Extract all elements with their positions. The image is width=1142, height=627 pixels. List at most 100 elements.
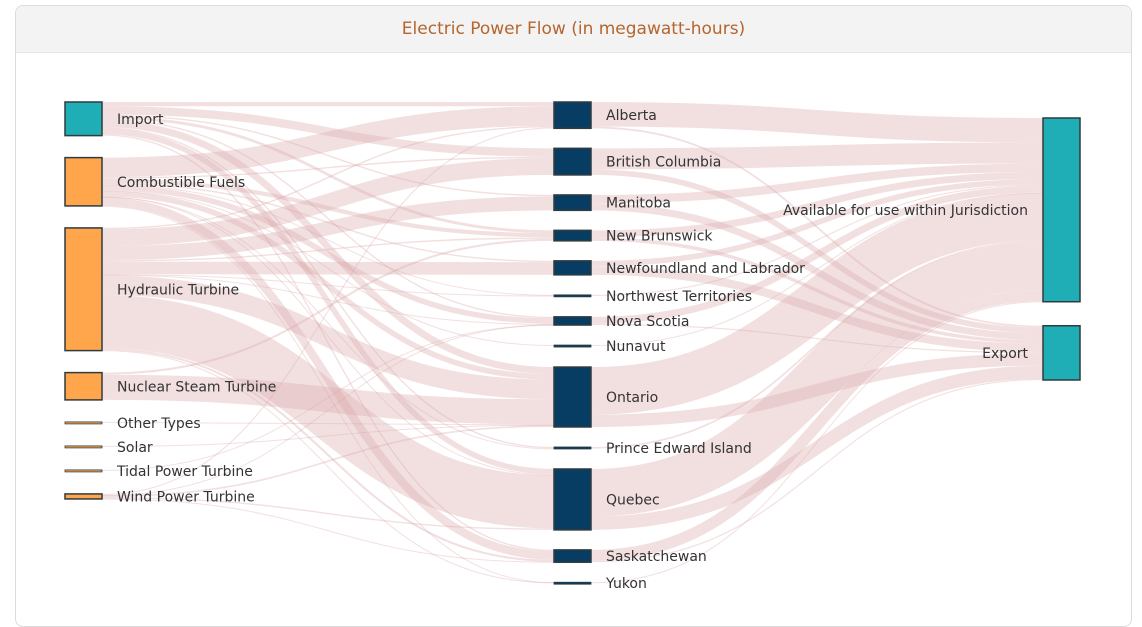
link-hydraulic-to-nwt <box>101 274 555 297</box>
label-solar: Solar <box>117 440 153 456</box>
label-pei: Prince Edward Island <box>606 441 752 457</box>
label-nunavut: Nunavut <box>606 339 666 355</box>
node-export[interactable] <box>1042 324 1081 381</box>
node-manitoba[interactable] <box>553 194 592 212</box>
link-nl-to-export <box>590 266 1044 353</box>
link-wind-to-ns <box>101 324 555 497</box>
node-wind[interactable] <box>64 493 103 500</box>
link-import-to-quebec <box>101 128 555 475</box>
label-manitoba: Manitoba <box>606 196 671 212</box>
link-hydraulic-to-ontario <box>101 275 555 400</box>
link-import-to-pei <box>101 127 555 449</box>
node-hydraulic[interactable] <box>64 227 103 352</box>
label-wind: Wind Power Turbine <box>117 489 255 505</box>
label-nb: New Brunswick <box>606 229 713 245</box>
node-sask[interactable] <box>553 549 592 563</box>
node-ns[interactable] <box>553 316 592 326</box>
link-hydraulic-to-nl <box>101 261 555 275</box>
node-import[interactable] <box>64 101 103 137</box>
label-alberta: Alberta <box>606 108 657 124</box>
links-layer <box>101 102 1044 584</box>
link-ns-to-export <box>590 323 1044 354</box>
link-solar-to-ontario <box>101 424 555 447</box>
link-combustible-to-nunavut <box>101 190 555 347</box>
link-tidal-to-ns <box>101 324 555 471</box>
label-ns: Nova Scotia <box>606 314 689 330</box>
label-ontario: Ontario <box>606 390 658 406</box>
label-import: Import <box>117 112 164 128</box>
link-combustible-to-yukon <box>101 205 555 584</box>
link-hydraulic-to-bc <box>101 158 555 247</box>
node-quebec[interactable] <box>553 468 592 531</box>
node-nunavut[interactable] <box>553 344 592 348</box>
label-other: Other Types <box>117 416 201 432</box>
link-nl-to-available <box>590 178 1044 267</box>
link-combustible-to-pei <box>101 196 555 450</box>
link-bc-to-export <box>590 169 1044 334</box>
node-yukon[interactable] <box>553 581 592 585</box>
link-nunavut-to-available <box>590 192 1044 347</box>
node-nwt[interactable] <box>553 294 592 298</box>
chart-title: Electric Power Flow (in megawatt-hours) <box>401 19 746 39</box>
node-pei[interactable] <box>553 446 592 450</box>
node-bc[interactable] <box>553 147 592 176</box>
link-combustible-to-nb <box>101 178 555 238</box>
link-hydraulic-to-alberta <box>101 125 555 230</box>
link-import-to-nb <box>101 116 555 234</box>
link-combustible-to-ns <box>101 184 555 324</box>
chart-header: Electric Power Flow (in megawatt-hours) <box>16 6 1131 53</box>
link-combustible-to-nl <box>101 182 555 263</box>
link-hydraulic-to-yukon <box>101 350 555 584</box>
node-combustible[interactable] <box>64 156 103 207</box>
link-hydraulic-to-ns <box>101 274 555 325</box>
link-nuclear-to-ontario <box>101 374 555 425</box>
link-bc-to-available <box>590 142 1044 170</box>
link-manitoba-to-available <box>590 163 1044 204</box>
link-nwt-to-available <box>590 184 1044 296</box>
node-nl[interactable] <box>553 260 592 276</box>
link-hydraulic-to-quebec <box>101 294 555 529</box>
node-solar[interactable] <box>64 445 103 449</box>
label-tidal: Tidal Power Turbine <box>116 464 253 480</box>
node-nuclear[interactable] <box>64 371 103 401</box>
link-wind-to-alberta <box>101 127 555 496</box>
node-tidal[interactable] <box>64 469 103 473</box>
link-ns-to-available <box>590 185 1044 324</box>
link-ontario-to-export <box>590 353 1044 427</box>
link-combustible-to-nwt <box>101 184 555 296</box>
node-other[interactable] <box>64 421 103 425</box>
link-hydraulic-to-manitoba <box>101 196 555 261</box>
link-sask-to-available <box>590 289 1044 562</box>
label-combustible: Combustible Fuels <box>117 175 245 191</box>
node-nb[interactable] <box>553 229 592 242</box>
label-quebec: Quebec <box>606 492 660 508</box>
link-combustible-to-ontario <box>101 190 555 380</box>
link-pei-to-available <box>590 240 1044 449</box>
link-wind-to-quebec <box>101 497 555 530</box>
link-combustible-to-alberta <box>101 106 555 178</box>
labels-layer: Import Combustible Fuels Hydraulic Turbine… <box>116 108 1029 592</box>
nodes-layer <box>64 101 1081 585</box>
link-nuclear-to-nb <box>101 238 555 375</box>
node-alberta[interactable] <box>553 101 592 130</box>
link-wind-to-sask <box>101 498 555 563</box>
link-nb-to-available <box>590 171 1044 238</box>
link-other-to-ontario <box>101 421 555 426</box>
link-wind-to-ontario <box>101 425 555 498</box>
label-hydraulic: Hydraulic Turbine <box>117 282 239 298</box>
link-nb-to-export <box>590 237 1044 344</box>
label-sask: Saskatchewan <box>606 549 707 565</box>
link-import-to-ontario <box>101 120 555 375</box>
sankey-chart: Import Combustible Fuels Hydraulic Turbine… <box>64 101 1081 592</box>
node-ontario[interactable] <box>553 366 592 428</box>
link-combustible-to-quebec <box>101 196 555 476</box>
link-manitoba-to-export <box>590 203 1044 341</box>
label-yukon: Yukon <box>605 576 647 592</box>
link-yukon-to-available <box>590 301 1044 584</box>
link-import-to-manitoba <box>101 114 555 197</box>
link-combustible-to-bc <box>101 156 555 179</box>
node-available[interactable] <box>1042 117 1081 303</box>
label-bc: British Columbia <box>606 155 721 171</box>
link-import-to-bc <box>101 106 555 157</box>
link-quebec-to-available <box>590 242 1044 517</box>
